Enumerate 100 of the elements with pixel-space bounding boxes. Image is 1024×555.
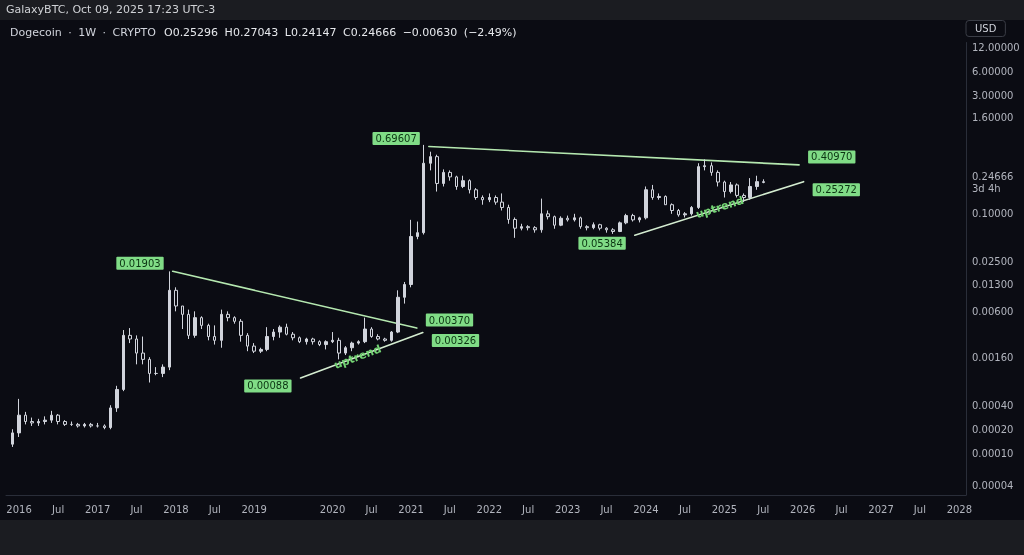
candlestick <box>43 415 47 425</box>
y-tick-label: 0.10000 <box>972 208 1014 220</box>
x-tick-label: Jul <box>599 503 613 515</box>
x-tick-label: Jul <box>51 503 65 515</box>
candlestick <box>690 205 693 217</box>
candlestick <box>331 331 334 344</box>
text: GalaxyBTC, Oct 09, 2025 17:23 UTC-3 <box>5 2 217 18</box>
candlestick <box>233 315 236 325</box>
x-tick-label: 2019 <box>241 503 267 515</box>
x-tick-label: 2025 <box>711 503 738 515</box>
candlestick <box>161 363 165 378</box>
candlestick <box>618 221 622 233</box>
data-label: 0.05384 <box>581 237 623 249</box>
candlestick <box>246 332 249 352</box>
candlestick <box>657 192 661 201</box>
data-label: 0.25272 <box>815 184 857 196</box>
candlestick <box>50 410 53 424</box>
data-label: 0.00326 <box>434 334 477 346</box>
candlestick <box>396 289 400 334</box>
candlestick <box>311 337 315 346</box>
candlestick <box>533 225 537 234</box>
data-label: 0.01903 <box>119 257 161 269</box>
candlestick <box>553 215 556 230</box>
y-tick-label: 1.60000 <box>972 112 1014 124</box>
candlestick <box>259 347 263 354</box>
candlestick <box>644 185 648 220</box>
candlestick <box>448 169 452 182</box>
candlestick <box>11 428 14 448</box>
candlestick <box>305 337 308 346</box>
data-label: 0.00088 <box>247 380 289 392</box>
candlestick <box>677 208 680 218</box>
y-tick-label: 0.00600 <box>972 305 1014 317</box>
candlestick <box>638 216 641 223</box>
y-tick-label: 0.24666 3d 4h <box>972 171 1014 195</box>
candlestick <box>631 213 635 223</box>
candlestick <box>200 315 203 330</box>
x-tick-label: 2027 <box>868 503 894 515</box>
candlestick <box>494 194 498 206</box>
y-tick-label: 0.00020 <box>972 423 1014 435</box>
candlestick <box>670 202 674 215</box>
candlestick <box>272 328 275 341</box>
x-tick-label: Jul <box>834 503 848 515</box>
candlestick <box>187 309 190 340</box>
candlestick <box>220 309 223 349</box>
y-tick-label: 0.01300 <box>972 279 1014 291</box>
candlestick <box>579 216 582 230</box>
candlestick <box>89 422 93 429</box>
candlestick <box>376 333 380 341</box>
candlestick <box>344 345 347 356</box>
x-tick-label: Jul <box>364 503 378 515</box>
candlestick <box>540 198 543 234</box>
candlestick <box>664 194 667 206</box>
candlestick <box>605 226 608 234</box>
candlestick <box>193 310 197 339</box>
y-tick-label: 6.00000 <box>972 66 1014 78</box>
candlestick <box>703 158 706 171</box>
y-tick-label: 0.00040 <box>972 399 1014 411</box>
candlestick <box>226 310 230 322</box>
candlestick <box>56 413 60 425</box>
candlestick <box>363 317 367 344</box>
candlestick <box>624 213 628 225</box>
candlestick <box>324 339 328 350</box>
candlestick <box>298 336 301 344</box>
candlestick <box>481 194 484 206</box>
y-tick-label: 0.00004 <box>972 479 1014 491</box>
candlestick <box>409 219 413 288</box>
candlestick <box>455 175 458 191</box>
candlestick <box>611 227 615 235</box>
x-tick-label: Jul <box>442 503 456 515</box>
candlestick <box>755 175 759 191</box>
candlestick <box>729 181 733 194</box>
candlestick <box>390 330 393 343</box>
candlestick <box>76 422 80 429</box>
candlestick <box>239 318 243 343</box>
candlestick <box>651 184 654 201</box>
candlestick <box>573 213 576 223</box>
candlestick <box>435 154 439 193</box>
chart-subtitle: O0.25296 H0.27043 L0.24147 C0.24666 −0.00630 (−2.49%) <box>163 26 517 39</box>
candlestick <box>468 178 471 194</box>
candlestick <box>168 270 171 371</box>
candlestick <box>507 204 510 225</box>
candlestick <box>17 398 21 438</box>
candlestick <box>748 177 752 201</box>
y-tick-label: 12.00000 <box>972 42 1020 54</box>
x-tick-label: Jul <box>912 503 926 515</box>
candlestick <box>115 385 119 413</box>
candlestick <box>109 404 112 430</box>
candlestick <box>429 151 432 171</box>
x-tick-label: 2021 <box>398 503 424 515</box>
candlestick <box>585 224 589 231</box>
x-tick-label: 2020 <box>319 503 346 515</box>
candlestick <box>24 411 27 425</box>
candlestick <box>30 417 34 427</box>
candlestick <box>174 286 178 312</box>
candlestick <box>252 342 256 354</box>
candlestick <box>370 326 373 339</box>
candlestick <box>710 161 713 177</box>
data-label: 0.40970 <box>811 151 853 163</box>
y-tick-label: 0.02500 <box>972 256 1014 268</box>
candlestick <box>207 323 210 341</box>
